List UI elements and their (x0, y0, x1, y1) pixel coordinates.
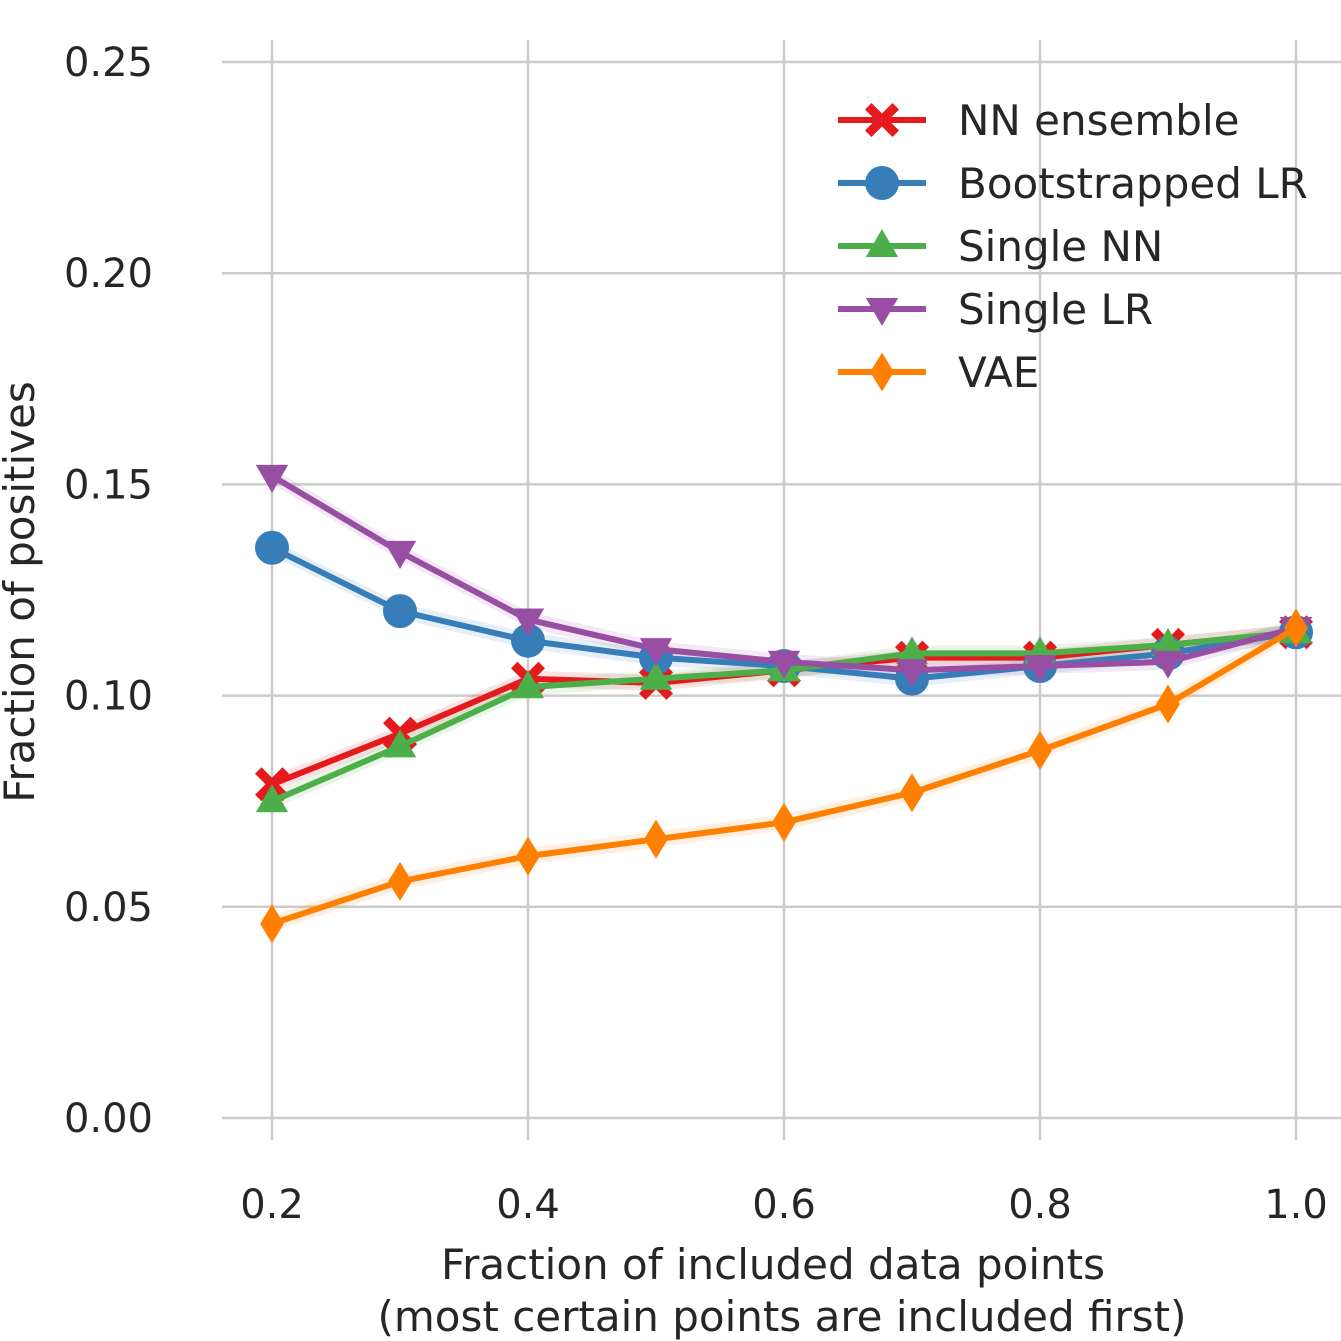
grid (222, 40, 1341, 1140)
legend-item-vae: VAE (838, 348, 1039, 397)
y-tick-label: 0.05 (64, 885, 153, 931)
y-axis-label: Fraction of positives (0, 381, 44, 802)
legend-marker-triangle-up (865, 229, 899, 258)
point-single-lr (383, 540, 417, 569)
point-vae (1156, 684, 1180, 724)
x-tick-label: 0.8 (1008, 1182, 1072, 1228)
point-vae (900, 773, 924, 813)
legend-label: VAE (958, 348, 1039, 397)
x-axis-label-line2: (most certain points are included first) (378, 1292, 1187, 1341)
point-vae (1284, 608, 1308, 648)
legend-label: Single NN (958, 222, 1163, 271)
point-single-lr (767, 650, 801, 679)
point-vae (644, 819, 668, 859)
series-vae (260, 608, 1308, 944)
y-axis-ticks: 0.00 0.05 0.10 0.15 0.20 0.25 (64, 40, 153, 1142)
point-bootstrapped-lr (255, 530, 289, 565)
point-vae (388, 861, 412, 902)
legend: NN ensemble Bootstrapped LR Single NN Singl… (838, 96, 1308, 397)
point-single-nn (895, 636, 929, 665)
legend-marker-diamond (870, 352, 894, 392)
point-single-nn (639, 661, 673, 690)
x-tick-label: 0.2 (240, 1182, 304, 1228)
x-axis-label: Fraction of included data points (441, 1240, 1105, 1289)
y-tick-label: 0.10 (64, 674, 153, 720)
point-vae (260, 904, 284, 944)
point-single-lr (1151, 650, 1185, 679)
legend-item-nn-ensemble: NN ensemble (838, 96, 1239, 145)
point-single-lr (639, 638, 673, 667)
point-single-nn (511, 670, 545, 699)
legend-label: Bootstrapped LR (958, 159, 1308, 208)
point-vae (516, 836, 540, 876)
x-axis-ticks: 0.2 0.4 0.6 0.8 1.0 (240, 1182, 1328, 1228)
legend-marker-triangle-down (865, 297, 899, 326)
y-tick-label: 0.25 (64, 40, 153, 86)
legend-label: NN ensemble (958, 96, 1239, 145)
point-single-lr (255, 464, 289, 493)
y-tick-label: 0.00 (64, 1096, 153, 1142)
point-single-lr (895, 659, 929, 688)
legend-item-single-nn: Single NN (838, 222, 1163, 271)
x-tick-label: 0.6 (752, 1182, 816, 1228)
series-group (255, 464, 1313, 944)
point-single-nn (383, 729, 417, 758)
legend-item-bootstrapped-lr: Bootstrapped LR (838, 159, 1308, 208)
point-bootstrapped-lr (511, 623, 545, 658)
x-tick-label: 0.4 (496, 1182, 560, 1228)
point-single-lr (1023, 654, 1057, 684)
point-bootstrapped-lr (383, 594, 417, 629)
x-tick-label: 1.0 (1264, 1182, 1328, 1228)
legend-item-single-lr: Single LR (838, 285, 1153, 334)
point-vae (1028, 730, 1052, 771)
point-single-nn (1151, 627, 1185, 656)
y-tick-label: 0.15 (64, 462, 153, 508)
y-tick-label: 0.20 (64, 251, 153, 297)
legend-marker-x (865, 103, 899, 137)
point-single-nn (255, 784, 289, 813)
legend-marker-circle (865, 166, 899, 200)
point-vae (772, 802, 796, 842)
point-single-lr (511, 608, 545, 637)
legend-label: Single LR (958, 285, 1153, 334)
